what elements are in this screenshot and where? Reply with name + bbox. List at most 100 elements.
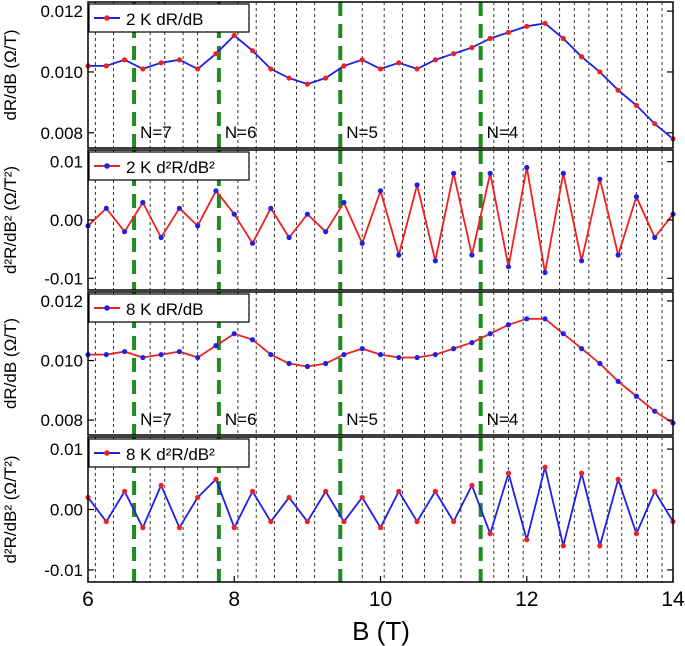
- landau-level-label: N=5: [346, 123, 378, 142]
- data-point: [432, 258, 438, 264]
- data-point: [359, 240, 365, 246]
- y-axis-title: d²R/dB² (Ω/T²): [1, 166, 20, 274]
- data-point: [176, 205, 183, 211]
- data-point: [304, 211, 310, 217]
- legend: 2 K d²R/dB²: [88, 151, 250, 181]
- data-point: [633, 102, 640, 109]
- y-tick-label: 0.00: [50, 211, 83, 230]
- data-point: [505, 322, 512, 328]
- y-axis-title: dR/dB (Ω/T): [1, 29, 20, 120]
- data-point: [487, 170, 493, 176]
- legend-marker-sample: [104, 450, 110, 456]
- data-point: [469, 252, 475, 258]
- data-point: [469, 45, 475, 51]
- data-point: [542, 464, 548, 470]
- data-point: [597, 176, 603, 182]
- legend-marker-sample: [104, 305, 110, 311]
- data-point: [121, 488, 128, 494]
- data-point: [176, 348, 183, 355]
- y-tick-label: 0.010: [40, 352, 83, 371]
- data-point: [377, 188, 384, 194]
- series-line: [88, 22, 674, 140]
- data-point: [249, 337, 256, 343]
- data-point: [158, 351, 164, 358]
- y-axis-title: d²R/dB² (Ω/T²): [1, 455, 20, 563]
- legend-label: 8 K d²R/dB²: [126, 445, 215, 464]
- data-point: [578, 258, 585, 264]
- panel-2: 0.01 0.00 -0.01 d²R/dB² (Ω/T²) 2 K d²R/dB²: [1, 149, 676, 291]
- x-tick-label: 8: [228, 588, 240, 611]
- legend-marker-sample: [104, 15, 110, 21]
- data-point: [597, 360, 603, 367]
- data-point: [524, 537, 530, 543]
- landau-level-label: N=5: [346, 410, 378, 429]
- data-point: [578, 470, 585, 476]
- series-line: [87, 466, 674, 550]
- data-point: [652, 408, 658, 414]
- data-point: [524, 164, 530, 171]
- data-point: [469, 482, 475, 488]
- data-point: [286, 360, 292, 367]
- data-point: [615, 476, 621, 482]
- landau-level-label: N=4: [487, 410, 519, 429]
- panel-frame: [87, 1, 674, 149]
- data-point: [103, 205, 109, 211]
- data-point: [286, 75, 292, 81]
- data-point: [213, 476, 219, 482]
- data-point: [487, 531, 493, 537]
- x-tick-label: 14: [661, 588, 685, 611]
- data-point: [615, 87, 621, 93]
- landau-level-label: N=4: [487, 123, 519, 142]
- data-point: [414, 66, 420, 72]
- panel-1: 0.012 0.010 0.008 dR/dB (Ω/T) 2 K dR/dB N=7 N=…: [1, 1, 676, 149]
- data-point: [414, 354, 420, 361]
- landau-level-label: N=6: [225, 123, 257, 142]
- data-point: [505, 29, 512, 36]
- data-point: [140, 354, 146, 361]
- landau-level-label: N=7: [140, 410, 172, 429]
- data-point: [359, 346, 365, 352]
- data-point: [578, 54, 585, 60]
- data-point: [451, 518, 457, 525]
- data-point: [578, 346, 585, 352]
- x-tick-label: 10: [369, 588, 392, 611]
- data-point: [176, 525, 183, 531]
- legend: 2 K dR/dB: [88, 3, 250, 33]
- panel-4: 0.01 0.00 -0.01 d²R/dB² (Ω/T²) 8 K d²R/dB²: [1, 436, 676, 583]
- y-tick-label: 0.01: [50, 153, 83, 172]
- panel-frame: [87, 291, 674, 436]
- data-point: [396, 354, 402, 361]
- data-point: [121, 348, 128, 355]
- data-point: [231, 331, 237, 337]
- data-point: [414, 182, 420, 188]
- legend-marker-sample: [104, 163, 110, 169]
- x-tick-label: 12: [515, 588, 538, 611]
- data-point: [560, 543, 566, 549]
- data-point: [597, 69, 603, 75]
- data-point: [542, 20, 548, 26]
- data-point: [249, 48, 256, 54]
- data-point: [140, 525, 146, 531]
- data-point: [633, 393, 640, 399]
- y-tick-label: 0.01: [50, 440, 83, 459]
- data-point: [432, 351, 438, 358]
- data-point: [213, 343, 219, 349]
- data-point: [213, 51, 219, 57]
- data-point: [341, 199, 347, 206]
- data-point: [542, 316, 548, 322]
- y-axis-title: dR/dB (Ω/T): [1, 318, 20, 409]
- landau-level-label: N=7: [140, 123, 172, 142]
- data-point: [652, 121, 658, 127]
- data-point: [249, 240, 256, 246]
- data-point: [323, 360, 329, 367]
- legend: 8 K dR/dB: [88, 293, 250, 323]
- data-point: [633, 531, 640, 537]
- data-point: [487, 35, 493, 42]
- y-tick-label: 0.00: [50, 501, 83, 520]
- data-point: [323, 229, 329, 235]
- series-line: [88, 317, 674, 424]
- data-point: [487, 331, 493, 337]
- y-tick-label: 0.010: [40, 63, 83, 82]
- data-point: [524, 23, 530, 29]
